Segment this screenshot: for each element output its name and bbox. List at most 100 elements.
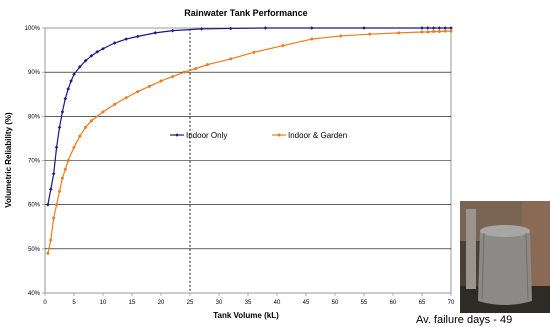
- x-tick-label: 0: [43, 300, 47, 306]
- data-point: [449, 26, 453, 30]
- x-tick-label: 65: [419, 300, 426, 306]
- data-point: [84, 125, 88, 129]
- data-point: [136, 90, 140, 94]
- data-point: [426, 26, 430, 30]
- data-point: [368, 32, 372, 36]
- data-point: [437, 26, 442, 30]
- x-tick-label: 50: [332, 300, 339, 306]
- data-point: [205, 63, 209, 67]
- data-point: [63, 167, 67, 171]
- data-point: [69, 79, 73, 83]
- x-tick-label: 10: [100, 300, 107, 306]
- data-point: [101, 110, 105, 114]
- data-point: [310, 26, 314, 30]
- y-axis-label: Volumetric Reliability (%): [4, 112, 13, 208]
- legend-label: Indoor Only: [186, 131, 227, 140]
- data-point: [60, 176, 64, 180]
- data-point: [57, 125, 62, 130]
- data-point: [55, 203, 59, 207]
- data-point: [153, 31, 157, 35]
- data-point: [49, 238, 53, 242]
- chart-title: Rainwater Tank Performance: [184, 8, 307, 18]
- data-point: [449, 29, 453, 33]
- data-point: [46, 202, 50, 207]
- data-point: [252, 50, 256, 54]
- data-point: [66, 159, 70, 162]
- data-point: [437, 30, 441, 34]
- x-tick-label: 35: [245, 300, 252, 306]
- legend-label: Indoor & Garden: [288, 131, 347, 140]
- series-1: [46, 26, 453, 207]
- y-tick-label: 40%: [28, 291, 41, 297]
- data-point: [124, 37, 128, 41]
- data-point: [432, 30, 436, 34]
- data-point: [58, 189, 61, 193]
- data-point: [51, 171, 56, 176]
- x-tick-label: 70: [448, 300, 455, 306]
- data-point: [66, 87, 70, 91]
- y-tick-label: 80%: [28, 114, 41, 120]
- legend-marker: [277, 133, 281, 137]
- x-tick-label: 30: [216, 300, 223, 306]
- x-tick-label: 45: [303, 300, 310, 306]
- data-point: [89, 119, 93, 123]
- data-point: [170, 28, 175, 33]
- data-point: [281, 44, 285, 48]
- data-point: [95, 50, 99, 54]
- legend: Indoor Only Indoor & Garden: [170, 131, 347, 140]
- x-tick-labels: 0 5 10 15 20 25 30 35 40 45 50 55 60 65 70: [43, 300, 455, 306]
- x-tick-label: 25: [187, 300, 194, 306]
- x-tick-label: 40: [274, 300, 281, 306]
- data-point: [263, 26, 268, 30]
- y-tick-label: 70%: [28, 159, 41, 165]
- data-point: [339, 34, 343, 38]
- data-point: [443, 29, 447, 33]
- data-point: [101, 46, 105, 51]
- x-axis-label: Tank Volume (kL): [213, 311, 279, 320]
- data-point: [78, 65, 82, 69]
- data-point: [431, 26, 436, 30]
- y-tick-label: 50%: [28, 247, 41, 253]
- data-point: [63, 96, 68, 101]
- data-point: [443, 26, 447, 30]
- y-tick-label: 90%: [28, 70, 41, 76]
- data-point: [182, 70, 186, 74]
- data-point: [72, 145, 76, 149]
- data-point: [159, 79, 163, 83]
- x-tick-label: 15: [129, 300, 136, 306]
- failure-days-caption: Av. failure days - 49: [416, 314, 513, 326]
- data-point: [171, 75, 175, 79]
- data-point: [89, 54, 94, 58]
- x-tick-label: 5: [72, 300, 76, 306]
- data-point: [362, 26, 366, 30]
- rainwater-tank-photo: [460, 201, 550, 313]
- y-tick-label: 60%: [28, 203, 41, 209]
- x-tick-label: 20: [158, 300, 165, 306]
- series-layer: [46, 26, 453, 255]
- data-point: [112, 41, 117, 45]
- y-tick-labels: 40% 50% 60% 70% 80% 90% 100%: [25, 26, 41, 297]
- legend-marker: [175, 133, 179, 137]
- x-tick-label: 60: [390, 300, 397, 306]
- data-point: [113, 102, 117, 106]
- data-point: [420, 30, 424, 34]
- data-point: [78, 134, 82, 138]
- data-point: [147, 84, 151, 88]
- data-point: [426, 30, 430, 34]
- data-point: [420, 26, 424, 30]
- data-point: [83, 58, 88, 63]
- data-point: [46, 251, 50, 255]
- data-point: [310, 37, 314, 41]
- data-point: [60, 110, 65, 114]
- grid-lines: [42, 27, 452, 296]
- data-point: [52, 216, 56, 220]
- series-2: [46, 29, 453, 255]
- data-point: [124, 96, 128, 100]
- data-point: [397, 31, 401, 35]
- data-point: [229, 57, 233, 61]
- data-point: [49, 187, 53, 192]
- data-point: [136, 34, 140, 39]
- y-tick-label: 100%: [25, 26, 41, 32]
- data-point: [194, 67, 198, 71]
